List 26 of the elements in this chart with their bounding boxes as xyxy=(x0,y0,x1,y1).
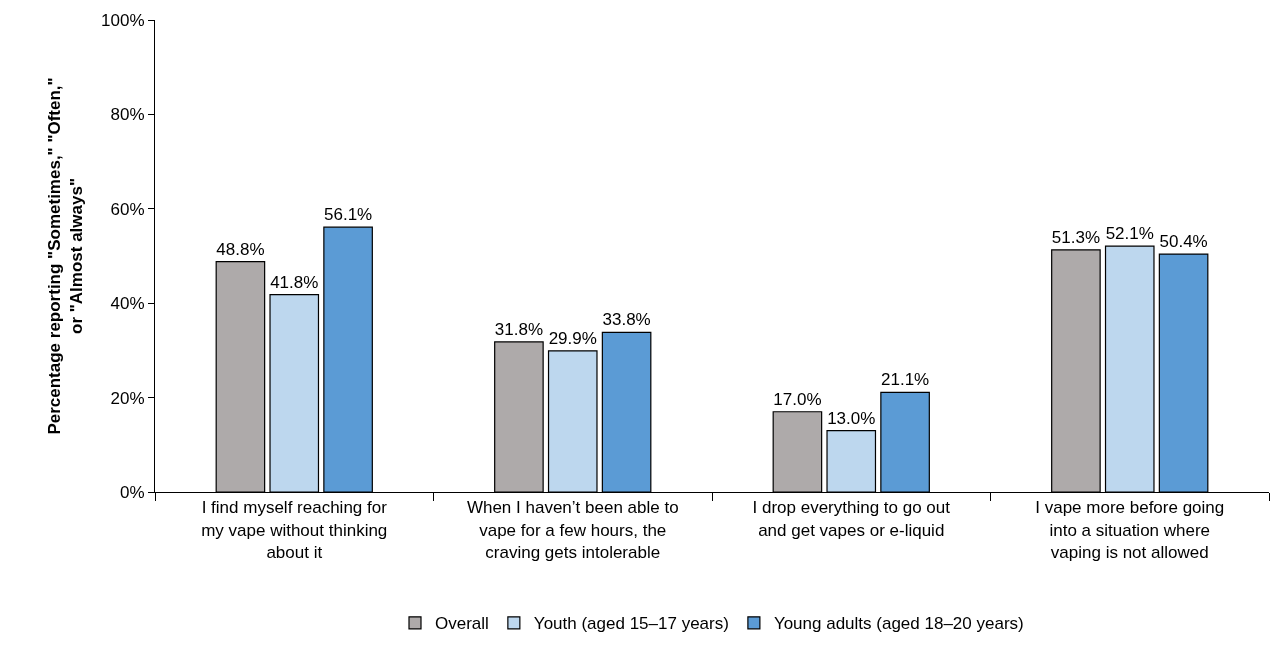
y-tick-label: 60% xyxy=(110,199,145,219)
text: 33.8% xyxy=(602,310,651,330)
x-tick-label: I find myself reaching for my vape without thinking about it xyxy=(201,498,388,562)
text: 41.8% xyxy=(270,272,319,292)
text: 31.8% xyxy=(494,319,544,339)
text: 29.9% xyxy=(548,328,597,348)
y-tick-label: 40% xyxy=(110,294,145,314)
y-tick-label: 100% xyxy=(101,10,145,30)
x-tick-label: When I haven’t been able to vape for a few hours, the craving gets intolerable xyxy=(466,498,679,562)
legend-label: Young adults (aged 18–20 years) xyxy=(773,614,1024,634)
y-axis-title: Percentage reporting "Sometimes," "Often," or "Almost always" xyxy=(44,77,86,435)
text: 48.8% xyxy=(216,239,265,259)
text: 56.1% xyxy=(323,205,373,225)
x-tick-label: I drop everything to go out and get vapes or e-liquid xyxy=(752,498,951,540)
legend-label: Youth (aged 15–17 years) xyxy=(533,614,729,634)
text: 17.0% xyxy=(773,389,822,409)
legend-label: Overall xyxy=(435,614,489,634)
y-tick-label: 80% xyxy=(110,105,145,125)
y-tick-label: 0% xyxy=(120,482,145,502)
text: 52.1% xyxy=(1105,224,1154,244)
text: 13.0% xyxy=(827,408,876,428)
text: 21.1% xyxy=(880,370,930,390)
x-tick-label: I vape more before going into a situation where vaping is not allowed xyxy=(1035,498,1225,562)
y-tick-label: 20% xyxy=(110,388,145,408)
text: 51.3% xyxy=(1051,227,1101,247)
text: 50.4% xyxy=(1159,232,1208,252)
